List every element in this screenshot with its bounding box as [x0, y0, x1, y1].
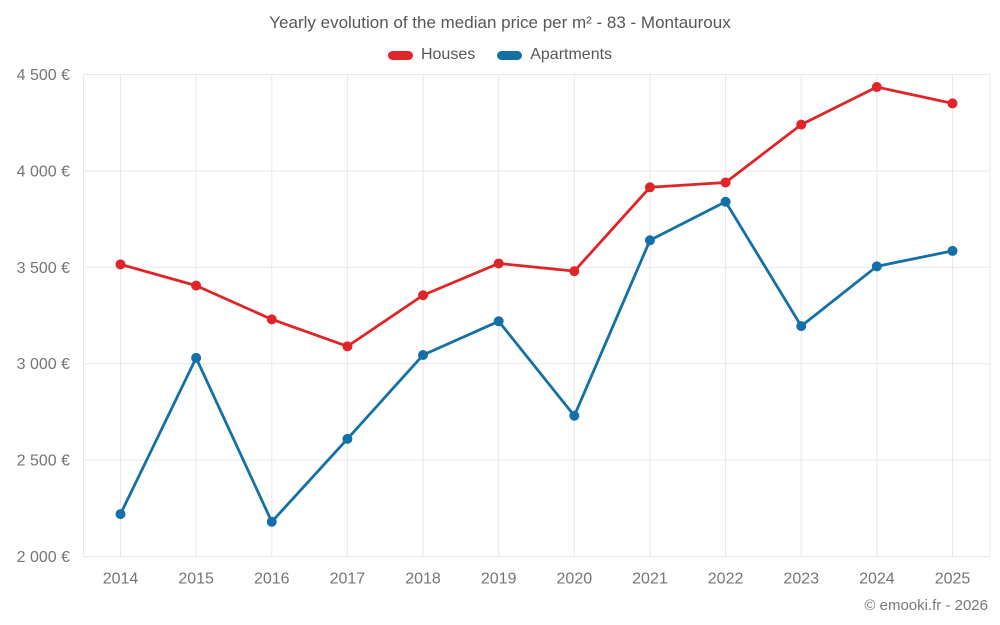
x-tick-label: 2019: [481, 571, 517, 588]
x-tick-label: 2024: [859, 571, 895, 588]
data-point-houses-2014[interactable]: [115, 259, 126, 270]
x-tick-label: 2016: [254, 571, 290, 588]
data-point-apartments-2019[interactable]: [493, 316, 504, 327]
data-point-apartments-2015[interactable]: [191, 352, 202, 363]
legend-item-houses[interactable]: Houses: [387, 46, 476, 64]
data-point-houses-2020[interactable]: [569, 266, 580, 277]
data-point-apartments-2025[interactable]: [947, 245, 958, 256]
data-point-apartments-2017[interactable]: [342, 433, 353, 444]
data-point-houses-2025[interactable]: [947, 98, 958, 109]
y-tick-label: 3 000 €: [17, 356, 70, 373]
x-tick-label: 2017: [330, 571, 366, 588]
legend-swatch-houses-icon: [387, 50, 413, 60]
data-point-apartments-2021[interactable]: [644, 235, 655, 246]
legend-swatch-apartments-icon: [497, 50, 523, 60]
x-tick-label: 2018: [405, 571, 441, 588]
y-tick-label: 2 000 €: [17, 549, 70, 566]
data-point-houses-2024[interactable]: [871, 82, 882, 93]
x-tick-label: 2023: [783, 571, 819, 588]
data-point-houses-2018[interactable]: [418, 290, 429, 301]
data-point-apartments-2014[interactable]: [115, 509, 126, 520]
x-tick-label: 2025: [935, 571, 971, 588]
x-tick-label: 2014: [103, 571, 139, 588]
y-tick-label: 4 000 €: [17, 163, 70, 180]
y-tick-label: 3 500 €: [17, 260, 70, 277]
x-tick-label: 2021: [632, 571, 668, 588]
data-point-houses-2023[interactable]: [796, 119, 807, 130]
data-point-apartments-2023[interactable]: [796, 321, 807, 332]
data-point-apartments-2022[interactable]: [720, 196, 731, 207]
chart-legend: Houses Apartments: [0, 46, 1000, 64]
x-tick-label: 2015: [178, 571, 214, 588]
data-point-apartments-2020[interactable]: [569, 410, 580, 421]
data-point-houses-2022[interactable]: [720, 177, 731, 188]
data-point-houses-2016[interactable]: [266, 314, 277, 325]
x-tick-label: 2020: [557, 571, 593, 588]
y-tick-label: 2 500 €: [17, 453, 70, 470]
data-point-houses-2017[interactable]: [342, 341, 353, 352]
series-line-houses: [119, 85, 954, 348]
legend-item-apartments[interactable]: Apartments: [497, 46, 612, 64]
y-tick-label: 4 500 €: [17, 67, 70, 84]
legend-label-apartments: Apartments: [530, 46, 613, 63]
data-point-houses-2021[interactable]: [644, 182, 655, 193]
data-point-apartments-2018[interactable]: [418, 350, 429, 361]
x-tick-label: 2022: [708, 571, 744, 588]
series-line-apartments: [119, 200, 954, 524]
data-point-apartments-2016[interactable]: [266, 516, 277, 527]
data-point-houses-2015[interactable]: [191, 280, 202, 291]
credit-text: © emooki.fr - 2026: [864, 597, 988, 614]
chart-title: Yearly evolution of the median price per…: [269, 13, 731, 32]
legend-label-houses: Houses: [420, 46, 476, 63]
data-point-houses-2019[interactable]: [493, 258, 504, 269]
data-point-apartments-2024[interactable]: [871, 261, 882, 272]
